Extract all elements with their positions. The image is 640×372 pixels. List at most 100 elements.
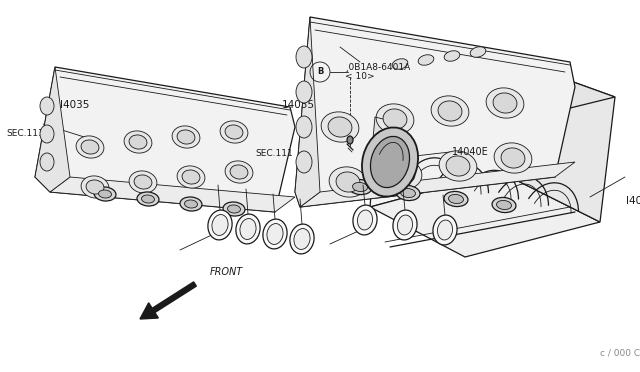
Polygon shape (50, 177, 295, 212)
Text: FRONT: FRONT (210, 267, 243, 277)
Ellipse shape (296, 81, 312, 103)
Ellipse shape (371, 137, 410, 187)
Ellipse shape (225, 161, 253, 183)
Ellipse shape (431, 96, 469, 126)
Ellipse shape (438, 220, 452, 240)
Ellipse shape (141, 195, 154, 203)
Ellipse shape (393, 210, 417, 240)
Ellipse shape (336, 172, 360, 192)
Ellipse shape (438, 101, 462, 121)
Ellipse shape (492, 198, 516, 212)
Ellipse shape (377, 136, 387, 160)
Text: 14040E: 14040E (452, 147, 489, 157)
Ellipse shape (296, 151, 312, 173)
Ellipse shape (296, 116, 312, 138)
Ellipse shape (396, 185, 420, 201)
Ellipse shape (240, 219, 256, 240)
Ellipse shape (137, 192, 159, 206)
Ellipse shape (439, 151, 477, 181)
Polygon shape (370, 117, 395, 177)
Polygon shape (490, 52, 615, 222)
Ellipse shape (40, 125, 54, 143)
Text: 14035: 14035 (282, 100, 315, 110)
Ellipse shape (290, 224, 314, 254)
Text: ¸0B1A8-6401A
< 10>: ¸0B1A8-6401A < 10> (345, 62, 412, 81)
Polygon shape (35, 67, 295, 212)
Polygon shape (380, 52, 615, 124)
Ellipse shape (376, 104, 414, 134)
Ellipse shape (353, 205, 377, 235)
Text: B: B (317, 67, 323, 77)
Ellipse shape (358, 210, 372, 230)
Ellipse shape (397, 215, 413, 235)
Ellipse shape (401, 189, 415, 198)
Ellipse shape (296, 46, 312, 68)
Text: SEC.111: SEC.111 (255, 150, 292, 158)
Ellipse shape (347, 136, 353, 144)
Ellipse shape (444, 51, 460, 61)
Ellipse shape (177, 130, 195, 144)
Polygon shape (370, 52, 500, 207)
Ellipse shape (391, 164, 415, 184)
Ellipse shape (76, 136, 104, 158)
Ellipse shape (230, 165, 248, 179)
Ellipse shape (220, 121, 248, 143)
Ellipse shape (328, 117, 352, 137)
Ellipse shape (362, 128, 418, 196)
Text: l4035: l4035 (60, 100, 90, 110)
Polygon shape (35, 67, 70, 192)
Ellipse shape (180, 197, 202, 211)
Ellipse shape (433, 215, 457, 245)
Ellipse shape (86, 180, 104, 194)
Ellipse shape (129, 135, 147, 149)
Ellipse shape (294, 228, 310, 250)
Ellipse shape (212, 215, 228, 235)
FancyArrow shape (140, 282, 196, 319)
Text: l4001: l4001 (626, 196, 640, 206)
Ellipse shape (236, 214, 260, 244)
Ellipse shape (486, 88, 524, 118)
Ellipse shape (172, 126, 200, 148)
Ellipse shape (223, 202, 245, 216)
Ellipse shape (501, 148, 525, 168)
Ellipse shape (81, 140, 99, 154)
Ellipse shape (470, 47, 486, 57)
Ellipse shape (353, 182, 367, 192)
Ellipse shape (182, 170, 200, 184)
Ellipse shape (392, 59, 408, 69)
Ellipse shape (444, 192, 468, 206)
Ellipse shape (134, 175, 152, 189)
Polygon shape (370, 172, 600, 257)
Ellipse shape (418, 55, 434, 65)
Ellipse shape (227, 205, 241, 213)
Ellipse shape (263, 219, 287, 249)
Ellipse shape (348, 179, 372, 195)
Ellipse shape (40, 97, 54, 115)
Ellipse shape (124, 131, 152, 153)
Ellipse shape (81, 176, 109, 198)
Ellipse shape (184, 200, 198, 208)
Ellipse shape (373, 131, 391, 166)
Ellipse shape (384, 159, 422, 189)
Ellipse shape (494, 143, 532, 173)
Polygon shape (295, 17, 320, 207)
Ellipse shape (40, 153, 54, 171)
Ellipse shape (329, 167, 367, 197)
Ellipse shape (208, 210, 232, 240)
Ellipse shape (383, 109, 407, 129)
Ellipse shape (446, 156, 470, 176)
Ellipse shape (94, 187, 116, 201)
Ellipse shape (225, 125, 243, 139)
Ellipse shape (493, 93, 517, 113)
Ellipse shape (129, 171, 157, 193)
Polygon shape (300, 162, 575, 207)
Ellipse shape (497, 201, 511, 209)
Ellipse shape (99, 190, 111, 198)
Ellipse shape (267, 224, 283, 244)
Ellipse shape (321, 112, 359, 142)
Polygon shape (295, 17, 575, 207)
Ellipse shape (177, 166, 205, 188)
Text: c / 000 C: c / 000 C (600, 349, 640, 358)
Ellipse shape (449, 195, 463, 203)
Text: SEC.111: SEC.111 (6, 129, 44, 138)
